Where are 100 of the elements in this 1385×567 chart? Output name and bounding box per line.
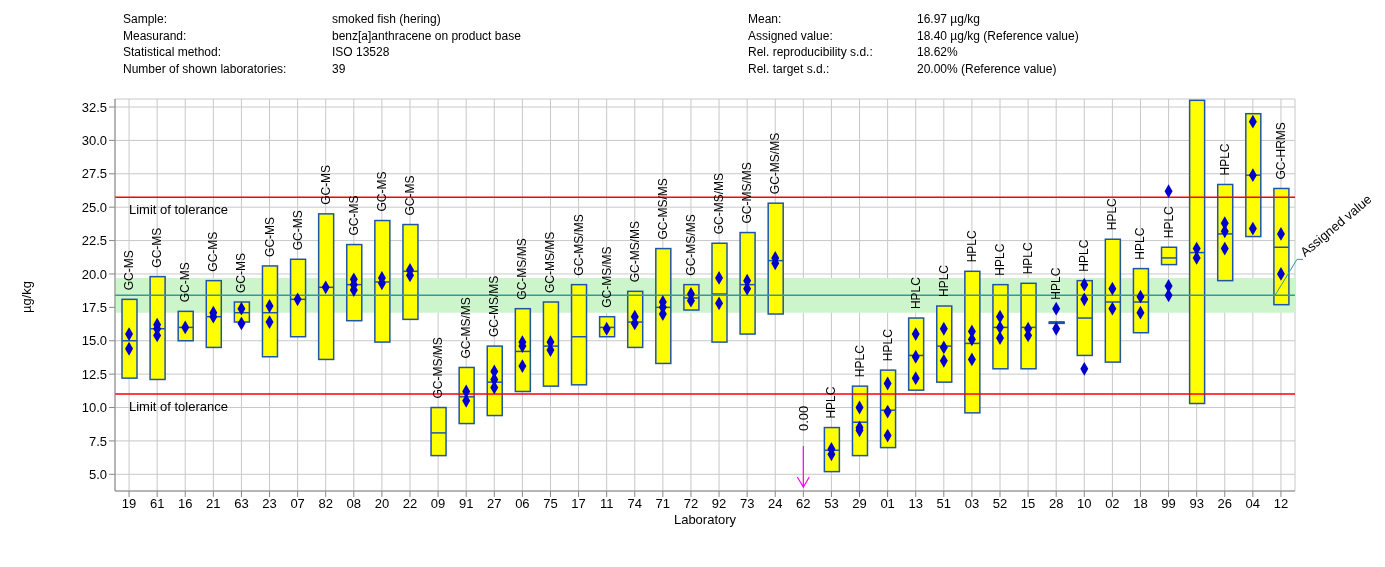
annotation: GC-MS/MS	[712, 172, 727, 235]
annotation: HPLC	[964, 229, 979, 263]
annotation: GC-MS/MS	[487, 275, 502, 338]
annotation: GC-MS	[234, 253, 249, 294]
annotation: HPLC	[908, 276, 923, 310]
x-tick-label: 52	[992, 496, 1008, 512]
x-tick-label: 18	[1133, 496, 1148, 512]
text: 18.62%	[917, 45, 958, 59]
x-tick-label: 13	[908, 496, 923, 512]
x-tick-label: 26	[1217, 496, 1232, 512]
x-tick-label: 08	[346, 496, 362, 512]
annotation: HPLC	[824, 386, 839, 419]
x-axis-title: Laboratory	[673, 512, 737, 528]
text: Sample:	[123, 12, 168, 26]
x-tick-label: 29	[852, 496, 867, 512]
x-tick-label: 22	[402, 496, 418, 512]
annotation: HPLC	[880, 328, 895, 362]
text: 39	[332, 61, 346, 76]
x-tick-label: 21	[206, 496, 221, 512]
text: benz[a]anthracene on product base	[332, 28, 521, 43]
x-tick-label: 27	[487, 496, 502, 512]
x-tick-label: 17	[571, 496, 586, 512]
x-tick-label: 24	[768, 496, 783, 512]
x-tick-label: 02	[1105, 496, 1120, 512]
annotation: GC-MS	[206, 231, 221, 272]
annotation: GC-MS/MS	[740, 162, 755, 224]
annotation: HPLC	[1105, 197, 1120, 231]
y-tick-label: 17.5	[81, 299, 107, 315]
annotation: GC-MS	[122, 250, 137, 291]
ref-line-label: Limit of tolerance	[129, 398, 228, 414]
x-tick-label: 16	[178, 496, 193, 512]
y-tick-label: 30.0	[81, 133, 107, 149]
y-tick-label: 12.5	[81, 366, 107, 382]
text: Rel. target s.d.:	[748, 61, 830, 76]
x-tick-label: 72	[683, 496, 699, 512]
y-tick-label: 27.5	[81, 166, 107, 182]
x-tick-label: 04	[1245, 496, 1261, 512]
y-axis-title: µg/kg	[18, 280, 34, 313]
x-tick-label: 75	[543, 496, 558, 512]
x-tick-label: 74	[627, 496, 642, 512]
annotation: GC-MS	[262, 216, 277, 257]
y-tick-label: 22.5	[81, 233, 107, 249]
text: Mean:	[748, 12, 782, 26]
x-tick-label: 63	[234, 496, 249, 512]
text: 16.97 µg/kg	[917, 12, 980, 26]
text: Rel. reproducibility s.d.:	[748, 45, 873, 59]
ref-line-label: Limit of tolerance	[129, 202, 228, 218]
x-tick-label: 12	[1273, 496, 1289, 512]
text: ISO 13528	[332, 45, 390, 59]
annotation: HPLC	[1021, 241, 1036, 275]
y-tick-label: 32.5	[81, 99, 107, 115]
annotation: GC-MS	[150, 227, 165, 268]
annotation: GC-MS/MS	[683, 214, 698, 276]
x-tick-label: 01	[880, 496, 895, 512]
y-tick-label: 20.0	[81, 266, 107, 282]
annotation: GC-MS	[346, 195, 361, 236]
text: 18.40 µg/kg (Reference value)	[917, 28, 1079, 43]
x-tick-label: 06	[515, 496, 530, 512]
text: Assigned value:	[748, 28, 833, 43]
x-tick-label: 91	[458, 496, 474, 512]
annotation: HPLC	[1049, 267, 1064, 300]
x-tick-label: 09	[430, 496, 446, 512]
y-tick-label: 7.5	[88, 433, 107, 449]
annotation: HPLC	[1217, 143, 1232, 176]
y-tick-label: 25.0	[81, 199, 107, 215]
y-tick-label: 5.0	[88, 466, 107, 482]
annotation: GC-MS/MS	[431, 337, 446, 399]
x-tick-label: 62	[796, 496, 811, 512]
x-tick-label: 92	[711, 496, 727, 512]
annotation: GC-MS/MS	[543, 231, 558, 294]
annotation: GC-MS/MS	[599, 246, 614, 308]
annotation: HPLC	[1161, 205, 1176, 239]
x-tick-label: 61	[149, 496, 165, 512]
x-tick-label: 53	[824, 496, 839, 512]
x-tick-label: 20	[374, 496, 390, 512]
x-tick-label: 99	[1161, 496, 1176, 512]
x-tick-label: 19	[121, 496, 137, 512]
annotation: HPLC	[1133, 227, 1148, 260]
x-tick-label: 93	[1189, 496, 1204, 512]
x-tick-label: 03	[964, 496, 980, 512]
text: Number of shown laboratories:	[123, 61, 287, 76]
x-tick-label: 73	[739, 496, 755, 512]
annotation: HPLC	[993, 243, 1007, 276]
text: Statistical method:	[123, 45, 222, 59]
y-tick-label: 15.0	[81, 333, 107, 349]
annotation: GC-MS	[290, 210, 305, 251]
annotation: HPLC	[1077, 239, 1092, 272]
annotation: GC-MS/MS	[655, 178, 670, 240]
x-tick-label: 51	[936, 496, 952, 512]
annotation: GC-MS/MS	[768, 132, 783, 195]
x-tick-label: 23	[262, 496, 277, 512]
annotation: GC-MS	[318, 164, 333, 205]
text: Measurand:	[123, 28, 187, 43]
annotation: GC-MS/MS	[515, 238, 530, 300]
x-tick-label: 11	[599, 496, 614, 512]
x-tick-label: 07	[290, 496, 305, 512]
x-tick-label: 71	[655, 496, 671, 512]
text: 20.00% (Reference value)	[917, 61, 1057, 76]
annotation: HPLC	[852, 344, 867, 378]
annotation: GC-MS	[403, 175, 417, 216]
